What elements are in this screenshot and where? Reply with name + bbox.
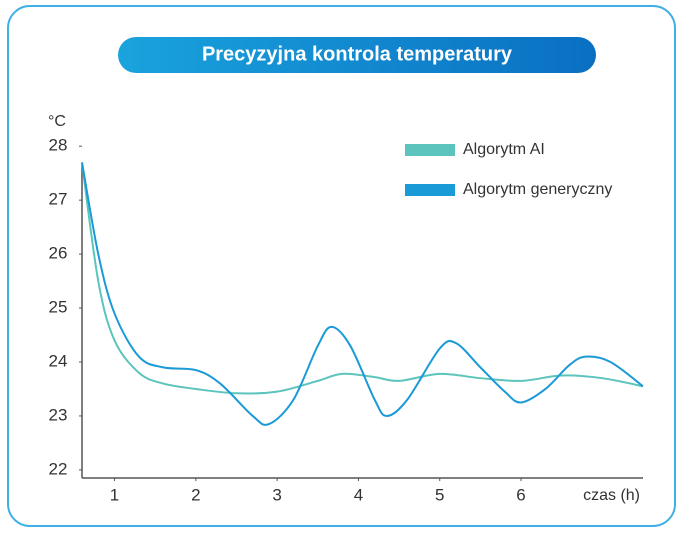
y-tick-label: 27	[49, 190, 68, 209]
x-tick-label: 5	[435, 485, 444, 504]
legend-label: Algorytm generyczny	[463, 181, 612, 198]
y-tick-label: 23	[49, 405, 68, 424]
x-tick-label: 2	[191, 485, 200, 504]
x-tick-label: 6	[516, 485, 525, 504]
y-tick-label: 25	[49, 298, 68, 317]
series-line	[81, 162, 644, 426]
y-axis-label: °C	[48, 113, 66, 130]
x-axis-label: czas (h)	[583, 487, 640, 504]
x-tick-label: 3	[272, 485, 281, 504]
y-tick-label: 22	[49, 459, 68, 478]
chart-title: Precyzyjna kontrola temperatury	[202, 43, 513, 65]
x-tick-label: 4	[354, 485, 363, 504]
legend-swatch	[405, 184, 455, 196]
x-tick-label: 1	[110, 485, 119, 504]
title-pill	[118, 37, 596, 73]
frame	[7, 5, 676, 527]
y-tick-label: 26	[49, 244, 68, 263]
y-tick-label: 28	[49, 136, 68, 155]
legend-label: Algorytm AI	[463, 141, 545, 158]
y-tick-label: 24	[49, 351, 68, 370]
series-line	[81, 162, 644, 395]
legend-swatch	[405, 144, 455, 156]
